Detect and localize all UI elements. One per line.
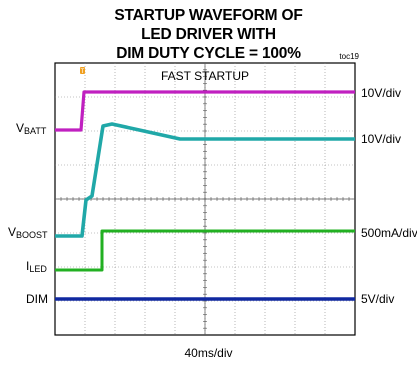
fast-startup-annotation: FAST STARTUP — [161, 69, 249, 83]
channel-label-iled: ILED — [26, 259, 47, 274]
scale-iled: 500mA/div — [361, 226, 417, 240]
trace-iled — [55, 229, 355, 272]
x-axis-label: 40ms/div — [184, 346, 233, 360]
trigger-marker: T — [80, 67, 85, 75]
trace-vboost — [55, 122, 355, 238]
scale-vboost: 10V/div — [361, 132, 402, 146]
channel-label-vboost: VBOOST — [8, 225, 48, 240]
trigger-marker-label: T — [81, 69, 85, 75]
chart-title-line-3: DIM DUTY CYCLE = 100% — [116, 45, 301, 62]
channel-label-dim: DIM — [26, 292, 48, 306]
scale-dim: 5V/div — [361, 292, 395, 306]
channel-label-vbatt: VBATT — [16, 121, 47, 136]
traces — [55, 90, 355, 301]
trace-vbatt — [55, 90, 355, 132]
toc-label: toc19 — [339, 52, 359, 61]
chart-title-line-2: LED DRIVER WITH — [141, 26, 276, 43]
scale-vbatt: 10V/div — [361, 86, 402, 100]
chart-title-line-1: STARTUP WAVEFORM OF — [114, 7, 303, 24]
